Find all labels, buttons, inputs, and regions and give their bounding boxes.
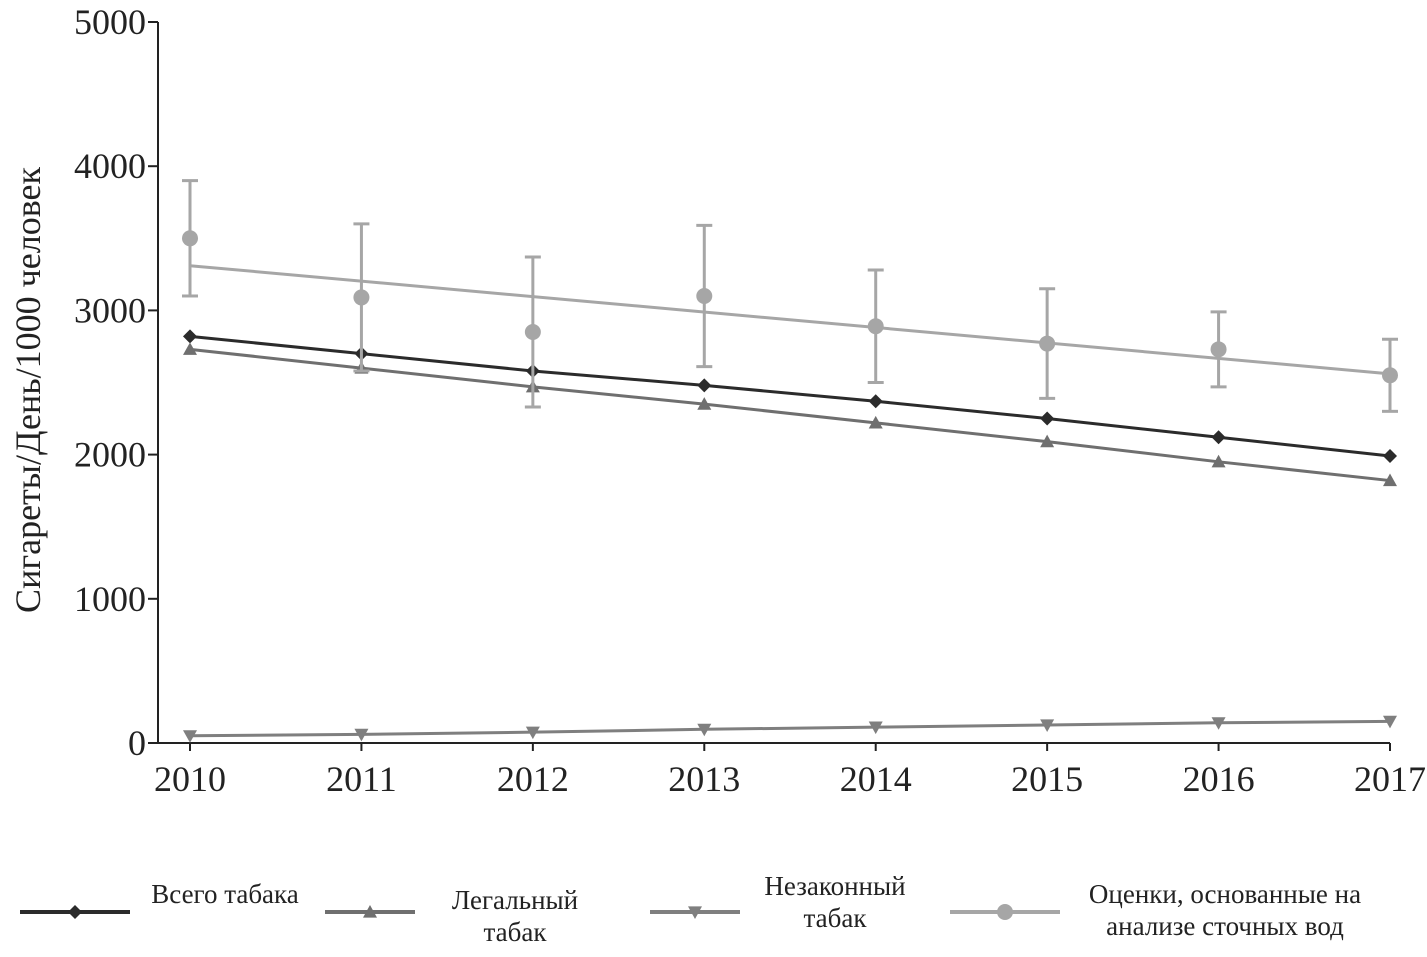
- marker: [1210, 341, 1227, 358]
- marker: [696, 287, 713, 304]
- marker: [525, 726, 540, 740]
- y-tick-label: 1000: [74, 579, 146, 619]
- marker: [1040, 719, 1055, 732]
- marker: [1211, 454, 1226, 468]
- x-tick-label: 2010: [154, 759, 226, 799]
- marker: [524, 324, 541, 341]
- legend-marker: [688, 906, 702, 919]
- y-axis-label: Сигареты/День/1000 человек: [8, 167, 48, 613]
- marker: [1383, 473, 1397, 487]
- marker: [1382, 367, 1398, 384]
- marker: [1211, 717, 1226, 730]
- series-line: [189, 719, 1391, 738]
- x-tick-label: 2015: [1011, 759, 1083, 799]
- series-line: [189, 334, 1391, 458]
- series-line: [189, 347, 1391, 483]
- marker: [697, 378, 712, 393]
- legend-label: Незаконный табак: [764, 871, 906, 933]
- marker: [868, 721, 883, 735]
- legend-marker: [997, 904, 1013, 920]
- legend-marker: [363, 905, 377, 918]
- marker: [183, 730, 197, 743]
- y-tick-label: 3000: [74, 290, 146, 330]
- marker: [183, 329, 197, 344]
- marker: [182, 230, 198, 247]
- legend-label: Всего табака: [151, 879, 299, 909]
- marker: [868, 415, 883, 429]
- marker: [867, 318, 884, 335]
- x-tick-label: 2013: [668, 759, 740, 799]
- marker: [1039, 335, 1056, 352]
- marker: [353, 289, 370, 306]
- y-tick-label: 0: [128, 723, 146, 763]
- y-tick-label: 4000: [74, 146, 146, 186]
- trend-line: [189, 264, 1391, 376]
- x-tick-label: 2011: [326, 759, 397, 799]
- legend-marker: [68, 905, 82, 919]
- x-tick-label: 2012: [497, 759, 569, 799]
- marker: [1383, 449, 1397, 464]
- marker: [1383, 715, 1397, 729]
- marker: [1211, 430, 1226, 445]
- legend-label: Легальный табак: [451, 885, 579, 947]
- x-tick-label: 2014: [840, 759, 912, 799]
- marker: [868, 394, 883, 409]
- marker: [697, 723, 712, 737]
- marker: [183, 342, 197, 355]
- legend-label: Оценки, основанные на анализе сточных во…: [1088, 879, 1362, 941]
- y-tick-label: 5000: [74, 2, 146, 42]
- marker: [697, 397, 712, 410]
- marker: [1040, 411, 1055, 426]
- x-tick-label: 2016: [1183, 759, 1255, 799]
- x-tick-label: 2017: [1354, 759, 1426, 799]
- marker: [1040, 434, 1055, 448]
- y-tick-label: 2000: [74, 435, 146, 475]
- marker: [354, 728, 369, 742]
